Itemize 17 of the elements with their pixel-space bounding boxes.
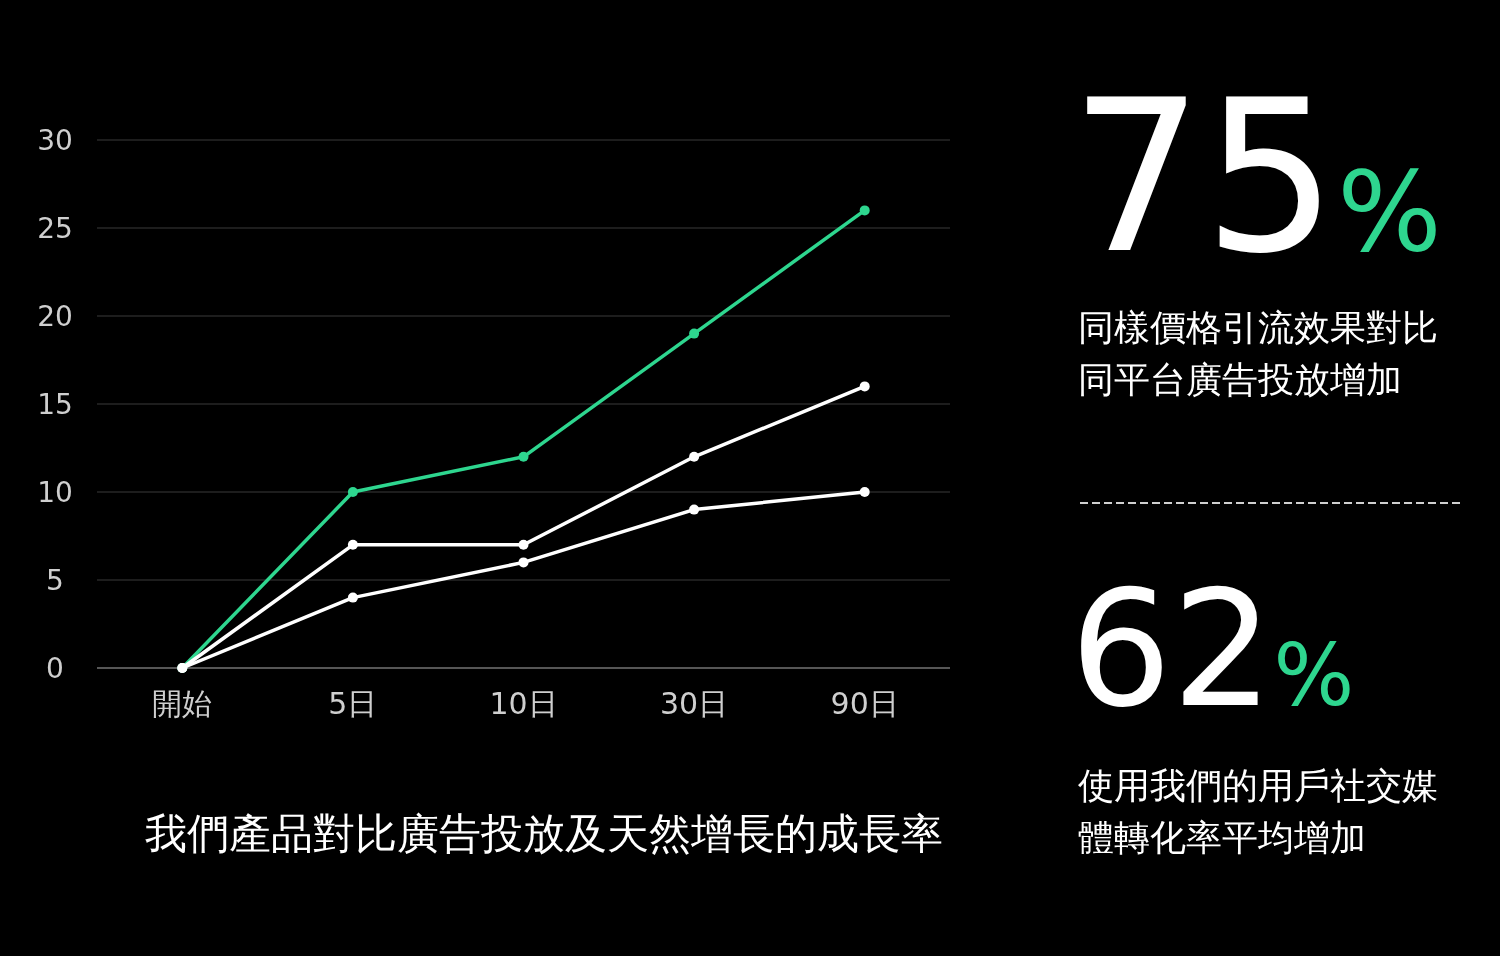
x-tick-label: 開始: [152, 686, 213, 721]
x-tick-label: 10日: [489, 686, 558, 721]
text: 同樣價格引流效果對比同平台廣告投放增加: [1078, 307, 1438, 400]
text: 62%: [1070, 556, 1355, 743]
y-tick-label: 30: [37, 124, 73, 157]
text: 75%: [1070, 55, 1442, 300]
y-tick-label: 5: [46, 564, 64, 597]
text: 使用我們的用戶社交媒體轉化率平均增加: [1078, 765, 1438, 858]
y-tick-label: 25: [37, 212, 73, 245]
y-tick-label: 20: [37, 300, 73, 333]
y-tick-label: 15: [37, 388, 73, 421]
x-tick-label: 90日: [830, 686, 899, 721]
y-tick-label: 0: [46, 652, 64, 685]
y-tick-label: 10: [37, 476, 73, 509]
text: 我們產品對比廣告投放及天然增長的成長率: [144, 809, 943, 858]
x-tick-label: 30日: [660, 686, 729, 721]
x-tick-label: 5日: [328, 686, 378, 721]
